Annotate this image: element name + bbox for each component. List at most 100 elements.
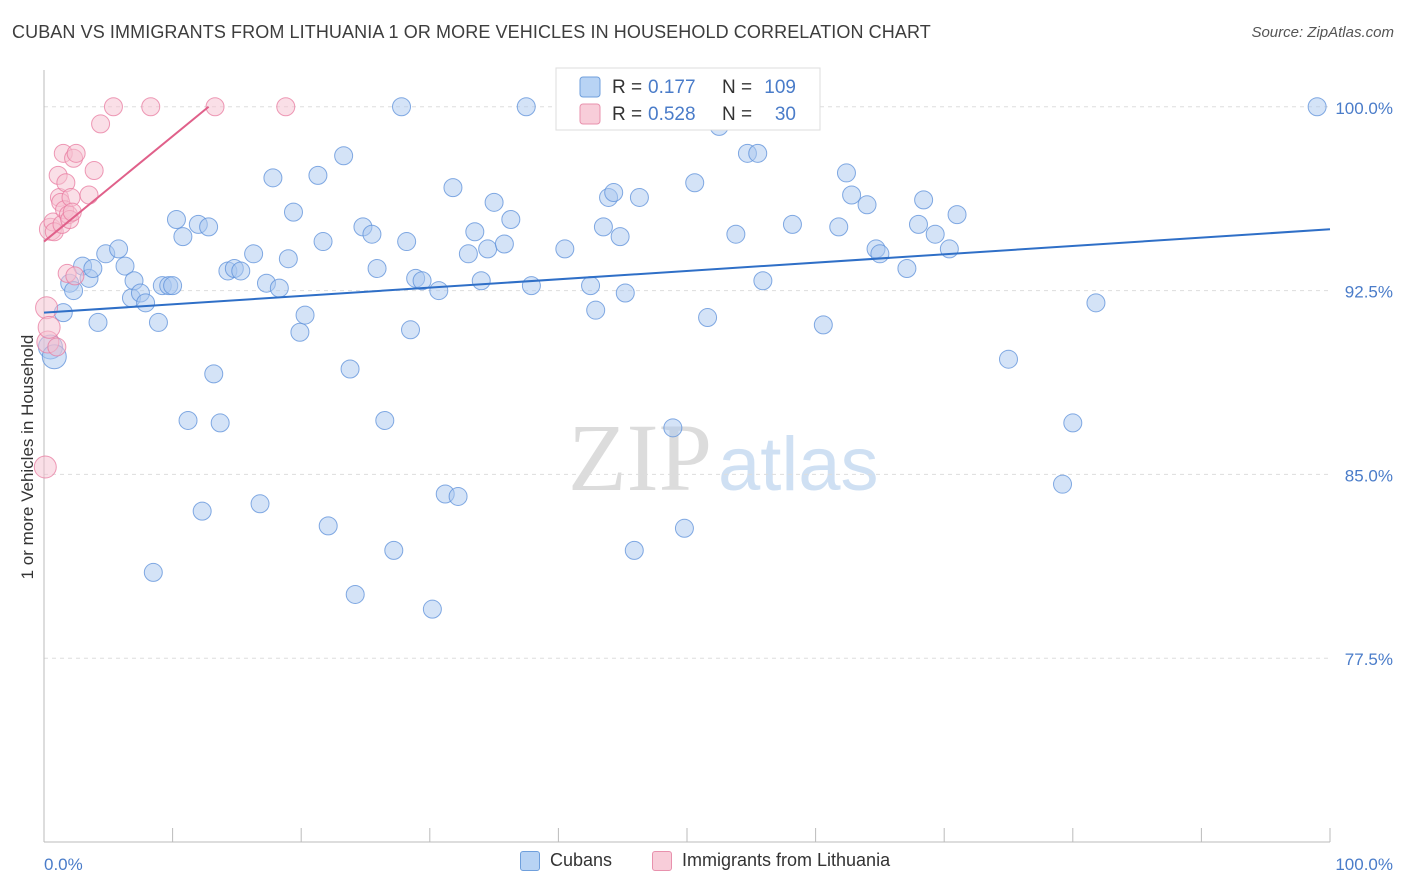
point-cubans (857, 195, 877, 215)
point-cubans (231, 261, 251, 281)
point-cubans (148, 312, 168, 332)
y-tick-label: 77.5% (1345, 650, 1393, 669)
point-cubans (494, 234, 514, 254)
point-cubans (210, 413, 230, 433)
point-cubans (384, 540, 404, 560)
point-cubans (340, 359, 360, 379)
legend-label-lithuania: Immigrants from Lithuania (682, 850, 891, 870)
point-cubans (250, 494, 270, 514)
point-cubans (604, 183, 624, 203)
point-cubans (375, 410, 395, 430)
point-cubans (471, 271, 491, 291)
point-cubans (295, 305, 315, 325)
point-cubans (615, 283, 635, 303)
point-lithuania (205, 97, 225, 117)
point-lithuania (47, 337, 67, 357)
point-cubans (318, 516, 338, 536)
point-lithuania (91, 114, 111, 134)
legend-label-cubans: Cubans (550, 850, 613, 870)
watermark-atlas: atlas (718, 422, 879, 507)
point-cubans (484, 192, 504, 212)
point-cubans (685, 173, 705, 193)
point-cubans (244, 244, 264, 264)
point-lithuania (35, 296, 59, 320)
point-cubans (392, 97, 412, 117)
point-cubans (290, 322, 310, 342)
point-cubans (448, 486, 468, 506)
point-cubans (581, 276, 601, 296)
point-cubans (465, 222, 485, 242)
stats-r-value: 0.528 (648, 104, 696, 125)
point-cubans (192, 501, 212, 521)
trend-line-cubans (43, 228, 1331, 314)
point-lithuania (103, 97, 123, 117)
point-cubans (269, 278, 289, 298)
point-cubans (478, 239, 498, 259)
point-cubans (593, 217, 613, 237)
point-cubans (674, 518, 694, 538)
point-cubans (1307, 97, 1327, 117)
legend-item-lithuania[interactable]: Immigrants from Lithuania (652, 850, 890, 871)
legend-item-cubans[interactable]: Cubans (520, 850, 612, 871)
point-cubans (842, 185, 862, 205)
point-cubans (813, 315, 833, 335)
point-cubans (947, 205, 967, 225)
stats-n-value: 109 (764, 77, 796, 98)
point-lithuania (33, 455, 57, 479)
watermark-zip: ZIP (568, 404, 712, 511)
point-cubans (870, 244, 890, 264)
point-cubans (178, 410, 198, 430)
point-cubans (698, 308, 718, 328)
point-cubans (663, 418, 683, 438)
point-cubans (726, 224, 746, 244)
point-cubans (109, 239, 129, 259)
point-lithuania (141, 97, 161, 117)
point-cubans (836, 163, 856, 183)
legend-swatch-lithuania (652, 850, 672, 871)
point-cubans (401, 320, 421, 340)
point-cubans (204, 364, 224, 384)
point-cubans (999, 349, 1018, 369)
point-cubans (1053, 474, 1073, 494)
legend-swatch-cubans (520, 850, 540, 871)
x-tick-label-min: 0.0% (44, 855, 83, 874)
chart-title: CUBAN VS IMMIGRANTS FROM LITHUANIA 1 OR … (12, 22, 931, 42)
stats-swatch (579, 103, 601, 125)
y-axis-label: 1 or more Vehicles in Household (18, 334, 37, 580)
point-cubans (1063, 413, 1083, 433)
y-tick-label: 92.5% (1345, 283, 1393, 302)
point-cubans (278, 249, 298, 269)
point-cubans (166, 209, 186, 229)
stats-r-label: R = (612, 77, 642, 98)
point-cubans (362, 224, 382, 244)
point-cubans (555, 239, 575, 259)
point-cubans (136, 293, 156, 313)
point-lithuania (66, 143, 86, 163)
point-cubans (748, 143, 768, 163)
point-cubans (782, 214, 802, 234)
stats-r-label: R = (612, 104, 642, 125)
point-cubans (458, 244, 478, 264)
point-cubans (83, 259, 103, 279)
point-cubans (925, 224, 945, 244)
point-cubans (629, 187, 649, 207)
stats-r-value: 0.177 (648, 77, 696, 98)
source-label: Source: ZipAtlas.com (1251, 24, 1394, 41)
point-cubans (88, 312, 108, 332)
point-cubans (624, 540, 644, 560)
trend-line-lithuania (43, 105, 210, 243)
point-lithuania (37, 315, 61, 339)
point-cubans (263, 168, 283, 188)
point-cubans (334, 146, 354, 166)
point-cubans (308, 165, 328, 185)
point-cubans (586, 300, 606, 320)
x-tick-label-max: 100.0% (1335, 855, 1393, 874)
legend: Cubans Immigrants from Lithuania (0, 850, 1406, 880)
point-cubans (199, 217, 219, 237)
point-cubans (516, 97, 536, 117)
point-cubans (422, 599, 442, 619)
point-cubans (313, 232, 333, 252)
point-cubans (412, 271, 432, 291)
point-cubans (283, 202, 303, 222)
